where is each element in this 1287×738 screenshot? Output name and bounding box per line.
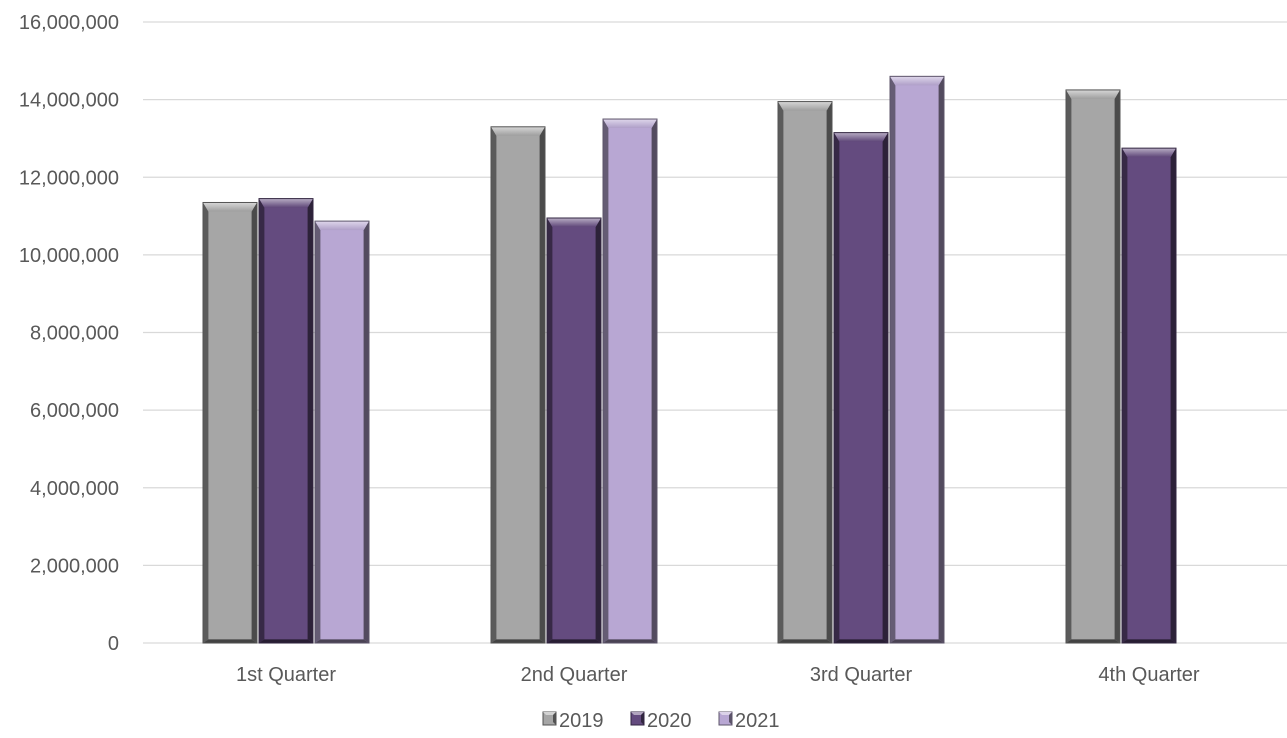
y-tick-label: 16,000,000 (19, 12, 119, 34)
svg-text:2020: 2020 (647, 710, 692, 732)
legend-entry-2019: 2019 (542, 710, 604, 732)
legend: 2019 2020 2021 (542, 710, 780, 732)
bar-2021-2nd-quarter (602, 118, 658, 644)
bars (202, 75, 1177, 644)
svg-text:2019: 2019 (559, 710, 604, 732)
x-category-label: 2nd Quarter (521, 664, 628, 686)
bar-2020-4th-quarter (1121, 147, 1177, 644)
bar-2020-3rd-quarter (833, 132, 889, 644)
legend-entry-2021: 2021 (718, 710, 780, 732)
x-category-label: 4th Quarter (1098, 664, 1200, 686)
legend-entry-2020: 2020 (630, 710, 692, 732)
y-tick-label: 14,000,000 (19, 90, 119, 112)
y-tick-label: 8,000,000 (30, 323, 119, 345)
y-tick-label: 2,000,000 (30, 555, 119, 577)
x-axis-category-labels: 1st Quarter 2nd Quarter 3rd Quarter 4th Qua… (236, 664, 1200, 686)
y-tick-label: 6,000,000 (30, 400, 119, 422)
y-tick-label: 4,000,000 (30, 478, 119, 500)
bar-2019-2nd-quarter (490, 126, 546, 644)
bar-2019-1st-quarter (202, 201, 258, 644)
bar-2020-1st-quarter (258, 198, 314, 644)
svg-text:2021: 2021 (735, 710, 780, 732)
bar-2019-4th-quarter (1065, 89, 1121, 644)
y-tick-label: 12,000,000 (19, 167, 119, 189)
x-category-label: 1st Quarter (236, 664, 336, 686)
bar-2020-2nd-quarter (546, 217, 602, 644)
bar-2021-1st-quarter (314, 220, 370, 644)
y-tick-label: 10,000,000 (19, 245, 119, 267)
y-axis-tick-labels: 0 2,000,000 4,000,000 6,000,000 8,000,000 10,… (19, 12, 119, 655)
y-tick-label: 0 (108, 633, 119, 655)
bar-2021-3rd-quarter (889, 75, 945, 644)
bar-2019-3rd-quarter (777, 101, 833, 644)
x-category-label: 3rd Quarter (810, 664, 913, 686)
